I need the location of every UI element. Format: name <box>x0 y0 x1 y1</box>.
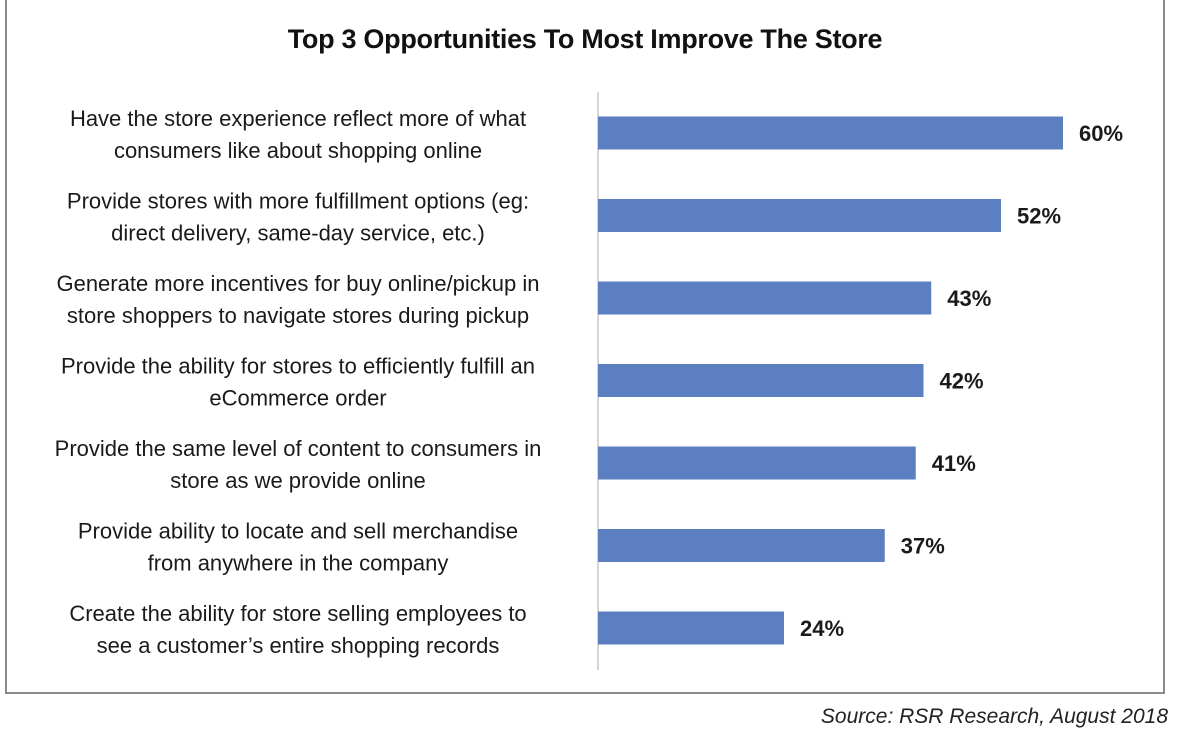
bar-5 <box>598 446 916 480</box>
category-label-1-line-1: Have the store experience reflect more o… <box>70 106 526 131</box>
category-label-5-line-1: Provide the same level of content to con… <box>55 436 542 461</box>
bar-2 <box>598 199 1001 232</box>
bar-1 <box>598 116 1063 150</box>
value-label-7: 24% <box>800 616 844 641</box>
chart-frame <box>5 0 1165 694</box>
value-label-6: 37% <box>901 534 945 559</box>
bar-chart: 60% Have the store experience reflect mor… <box>55 92 1123 670</box>
category-label-6-line-1: Provide ability to locate and sell merch… <box>78 519 518 544</box>
category-label-2-line-2: direct delivery, same-day service, etc.) <box>111 221 485 246</box>
bar-6 <box>598 529 885 562</box>
value-label-3: 43% <box>947 286 991 311</box>
value-label-2: 52% <box>1017 204 1061 229</box>
chart-title: Top 3 Opportunities To Most Improve The … <box>287 24 883 54</box>
value-label-4: 42% <box>940 369 984 394</box>
category-label-4-line-2: eCommerce order <box>209 386 386 411</box>
bar-7 <box>598 611 784 645</box>
category-label-5-line-2: store as we provide online <box>170 468 426 493</box>
category-label-3-line-2: store shoppers to navigate stores during… <box>67 303 529 328</box>
bar-3 <box>598 281 932 315</box>
bar-4 <box>598 364 924 397</box>
category-label-3-line-1: Generate more incentives for buy online/… <box>56 271 539 296</box>
source-note: Source: RSR Research, August 2018 <box>820 705 1168 728</box>
value-label-1: 60% <box>1079 121 1123 146</box>
category-label-2-line-1: Provide stores with more fulfillment opt… <box>67 189 529 214</box>
category-label-1-line-2: consumers like about shopping online <box>114 138 482 163</box>
category-label-6-line-2: from anywhere in the company <box>148 551 449 576</box>
category-label-7-line-1: Create the ability for store selling emp… <box>69 601 526 626</box>
value-label-5: 41% <box>932 451 976 476</box>
category-label-7-line-2: see a customer’s entire shopping records <box>97 633 500 658</box>
category-label-4-line-1: Provide the ability for stores to effici… <box>61 354 535 379</box>
